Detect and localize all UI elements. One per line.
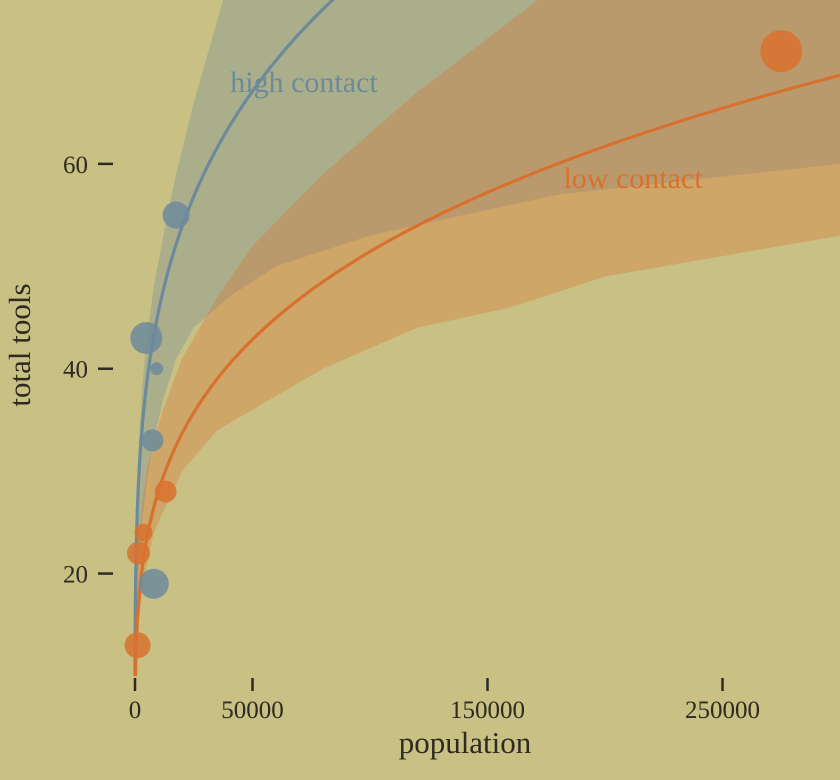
data-point-high-contact (138, 568, 169, 599)
confidence-band-high-contact (135, 0, 840, 676)
y-axis-title: total tools (2, 283, 37, 406)
series-label-high-contact: high contact (230, 66, 378, 99)
data-point-high-contact (162, 201, 190, 229)
x-tick-label: 50000 (221, 697, 284, 724)
y-tick-label: 60 (63, 152, 88, 179)
y-tick-label: 40 (63, 357, 88, 384)
data-point-low-contact (154, 480, 177, 503)
y-tick-label: 20 (63, 562, 88, 589)
data-points (124, 30, 803, 659)
data-point-high-contact (130, 322, 163, 354)
x-axis-title: population (399, 725, 532, 760)
confidence-bands (135, 0, 840, 676)
x-tick-label: 150000 (450, 697, 525, 724)
data-point-low-contact (124, 632, 151, 659)
mean-curve-low-contact (133, 73, 840, 676)
data-point-high-contact (141, 429, 164, 452)
data-point-low-contact (760, 30, 803, 73)
axis-ticks: 0 50000 150000 250000 20 40 60 (63, 152, 760, 724)
confidence-band-low-contact (135, 0, 840, 676)
data-point-low-contact (127, 541, 150, 565)
x-tick-label: 250000 (685, 697, 760, 724)
series-label-low-contact: low contact (563, 162, 703, 195)
x-tick-label: 0 (129, 697, 142, 724)
data-point-high-contact (150, 362, 164, 376)
data-point-low-contact (134, 523, 153, 542)
